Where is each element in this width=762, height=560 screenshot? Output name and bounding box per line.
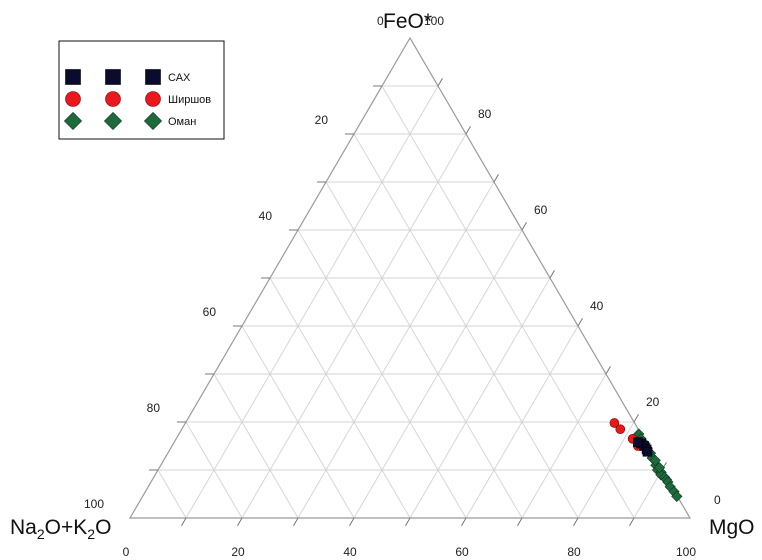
tick-label-left: 20 [315,113,329,127]
grid-line-alk [325,181,523,519]
tick-right [605,365,611,375]
tick-label-right: 100 [424,14,444,28]
tick-bottom [629,517,635,527]
tick-right [493,173,499,183]
tick-right [521,221,527,231]
apex-label-mgo: MgO [709,516,755,539]
tick-marks [149,77,667,527]
grid-line-alk [381,85,635,519]
point-circle [615,424,626,435]
point-square [633,437,643,447]
tick-right [633,413,639,423]
legend-label: Ширшов [168,94,211,106]
tick-labels: 0 20 40 60 80 100 20 40 60 80 100 20 40 60 80 100 0 0 [84,14,721,559]
tick-label-right: 40 [590,299,604,313]
tick-label-bottom: 60 [455,545,469,559]
legend-label: Оман [168,116,196,128]
point-diamond [671,490,683,502]
tick-right [437,77,443,87]
tick-label-right-zero: 0 [714,493,721,507]
tick-right [549,269,555,279]
grid-line-alk [185,421,243,519]
legend: САХ Ширшов Оман [58,40,225,140]
legend-box [58,40,225,140]
grid-line-alk [241,325,355,519]
legend-marker-square [65,69,81,85]
tick-right [577,317,583,327]
grid-line-alk [213,373,299,519]
tick-label-right: 80 [478,107,492,121]
tick-bottom [517,517,523,527]
tick-label-left: 60 [203,305,217,319]
grid-line-mgo [577,421,635,519]
tick-bottom [293,517,299,527]
grid-line-mgo [409,277,551,519]
point-square [642,446,653,457]
legend-marker-diamond [63,111,83,131]
tick-label-top-zero: 0 [377,14,384,28]
tick-label-left: 100 [84,497,104,511]
tick-bottom [573,517,579,527]
tick-bottom [349,517,355,527]
legend-marker-circle [65,91,81,107]
tick-label-left: 80 [147,401,161,415]
tick-bottom [181,517,187,527]
grid-line-alk [269,277,411,519]
tick-label-right: 60 [534,203,548,217]
point-diamond [653,462,666,474]
legend-marker-diamond [143,111,163,131]
legend-marker-square [105,69,121,85]
tick-label-bottom: 100 [676,545,696,559]
grid [157,85,663,519]
legend-label: САХ [168,72,191,84]
tick-label-bottom: 80 [567,545,581,559]
data-points [609,418,683,502]
tick-label-left: 40 [259,209,273,223]
point-circle [609,418,620,428]
grid-line-mgo [297,181,495,519]
apex-labels: FeO* Na2O+K2O MgO [10,10,755,542]
grid-line-mgo [633,469,663,519]
point-diamond [649,454,661,466]
grid-line-mgo [185,85,439,519]
tick-label-bottom: 0 [123,545,130,559]
legend-marker-circle [105,91,121,107]
tick-right [465,125,471,135]
grid-line-alk [157,469,187,519]
legend-marker-circle [145,91,161,107]
tick-label-right: 20 [646,395,660,409]
legend-rows: САХ Ширшов Оман [63,69,211,131]
tick-label-bottom: 20 [231,545,245,559]
legend-marker-square [145,69,161,85]
grid-line-mgo [521,373,607,519]
apex-label-alkali: Na2O+K2O [10,516,111,542]
tick-label-bottom: 40 [343,545,357,559]
grid-line-mgo [465,325,579,519]
legend-marker-diamond [103,111,123,131]
apex-label-feo: FeO* [383,10,432,33]
tick-bottom [237,517,243,527]
tick-bottom [461,517,467,527]
tick-bottom [405,517,411,527]
